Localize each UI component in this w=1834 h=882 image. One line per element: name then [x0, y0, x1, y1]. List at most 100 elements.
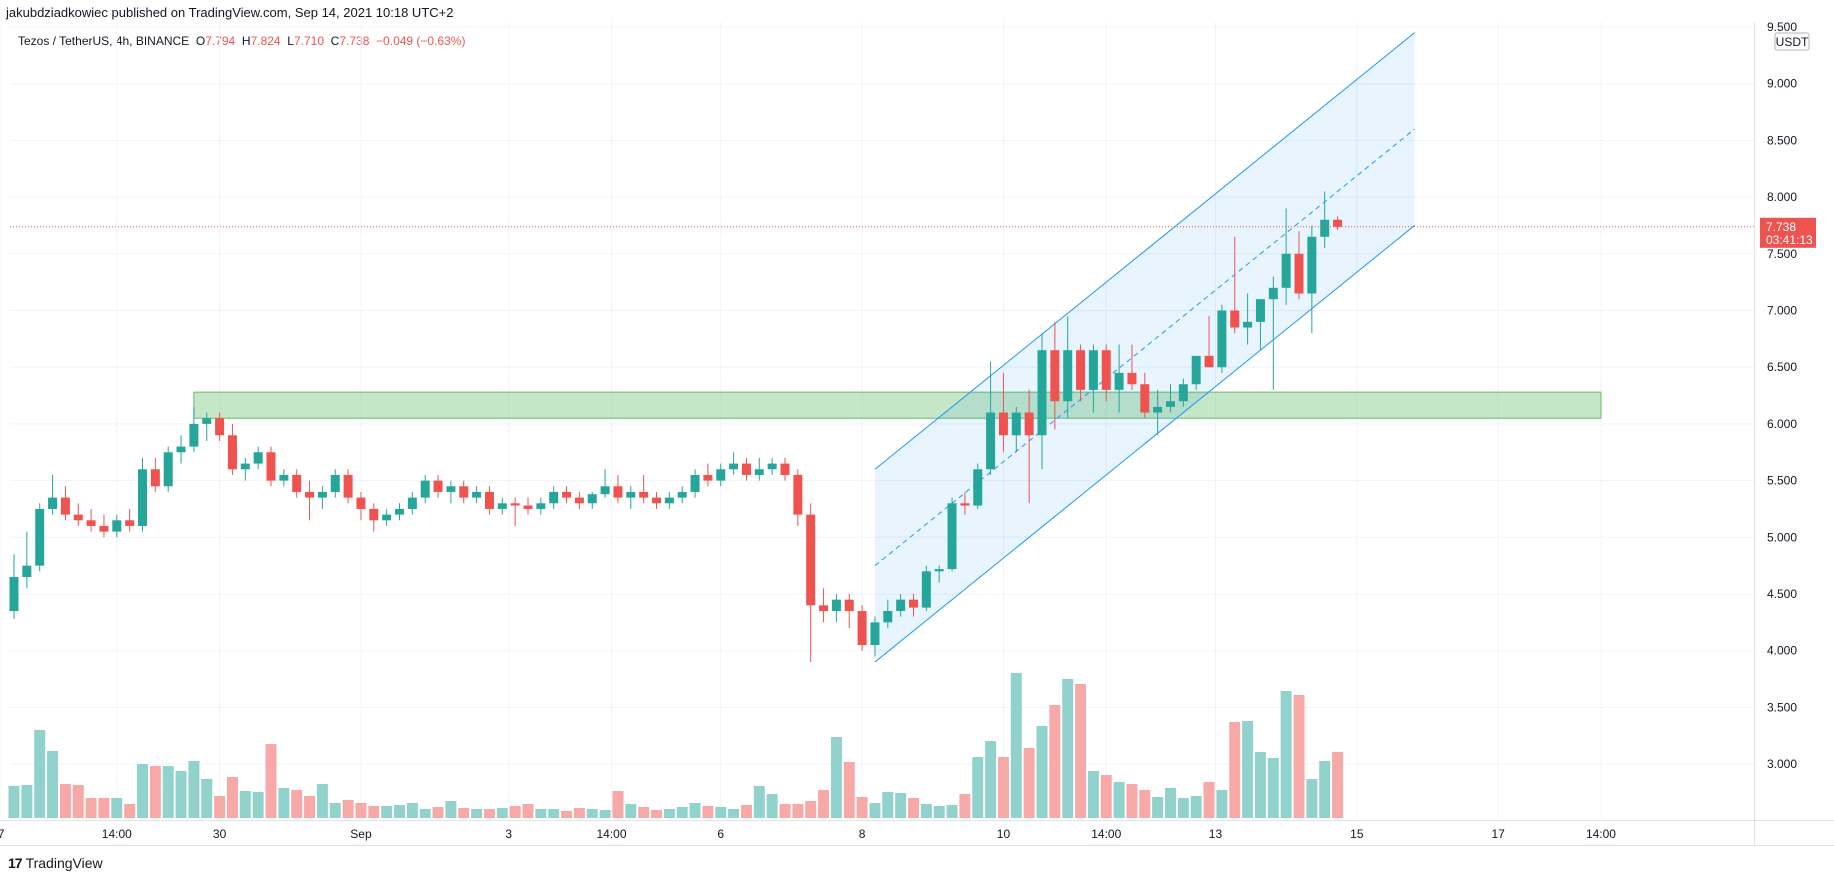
volume-bar [419, 809, 431, 818]
candle [1268, 276, 1278, 390]
last-price-label: 7.738 [1766, 220, 1796, 234]
candle [1243, 293, 1253, 345]
volume-bar [1049, 705, 1061, 818]
publish-info: jakubdziadkowiec published on TradingVie… [6, 5, 454, 20]
candle-body [664, 497, 674, 504]
candle-body [1281, 253, 1291, 288]
candle-body [690, 474, 700, 492]
candle [1191, 355, 1201, 390]
candle [1076, 344, 1086, 402]
volume-bar [561, 811, 573, 818]
channel-fill [874, 32, 1415, 663]
candle [587, 491, 597, 509]
volume-bar [59, 784, 71, 818]
price-tick-label: 3.500 [1767, 700, 1797, 714]
volume-bar [34, 730, 46, 818]
low-value: 7.710 [293, 34, 324, 48]
candle-body [433, 480, 443, 492]
volume-bar [535, 809, 547, 818]
volume-bar [509, 806, 521, 818]
candle [150, 457, 160, 492]
volume-bar [946, 805, 958, 818]
candle-body [1191, 355, 1201, 385]
price-tick-label: 7.500 [1767, 247, 1797, 261]
candle-body [523, 505, 533, 509]
volume-bar [239, 791, 251, 818]
volume-bar [1165, 788, 1176, 818]
candle-body [317, 491, 327, 498]
candle-body [497, 503, 507, 509]
candle [690, 469, 700, 498]
volume-bar [368, 806, 380, 818]
channel-lower-line [874, 225, 1415, 663]
price-tick-label: 5.500 [1767, 474, 1797, 488]
volume-bar [586, 809, 598, 818]
candle [780, 457, 790, 481]
time-tick-label: 14:00 [597, 827, 627, 841]
volume-bar [522, 804, 534, 818]
volume-bar [175, 771, 187, 818]
candle [395, 503, 404, 521]
volume-bar [1254, 752, 1266, 818]
candle-body [138, 469, 147, 526]
open-value: 7.794 [205, 34, 236, 48]
candle [459, 480, 469, 504]
volume-bar [394, 805, 405, 818]
candle-body [896, 599, 906, 612]
time-tick-label: 8 [859, 827, 866, 841]
candle-body [125, 520, 135, 526]
candle-body [150, 469, 160, 487]
candle-body [22, 565, 32, 577]
candle-body [831, 599, 841, 612]
close-value: 7.738 [339, 34, 370, 48]
candle-body [484, 491, 494, 509]
candle [626, 486, 636, 509]
candle-body [382, 514, 392, 521]
candle [1230, 236, 1240, 334]
candle-body [215, 418, 225, 436]
candle-body [780, 463, 790, 475]
candle [253, 446, 263, 470]
candle-body [562, 491, 572, 498]
candle [1204, 316, 1214, 368]
volume-bar [458, 808, 470, 818]
candle-body [1307, 236, 1317, 294]
candle-body [1140, 384, 1150, 413]
volume-bar [406, 803, 418, 818]
volume-bar [1242, 721, 1254, 818]
volume-bar [985, 741, 997, 818]
candle-body [1243, 321, 1253, 328]
candle [420, 474, 430, 504]
candle [960, 491, 970, 515]
candle [934, 565, 944, 583]
volume-bar [715, 807, 727, 818]
candle [677, 486, 687, 504]
candle [1307, 225, 1317, 334]
volume-bar [702, 806, 714, 818]
volume-bar [483, 809, 495, 818]
tradingview-brand: TradingView [25, 855, 103, 871]
candle-body [998, 412, 1008, 436]
volume-bar [766, 794, 778, 818]
candle [1333, 216, 1343, 230]
volume-bar [278, 788, 290, 818]
candle [729, 452, 739, 475]
time-tick-label: 30 [213, 827, 227, 841]
open-label: O [195, 34, 206, 48]
volume-bar [625, 804, 637, 818]
candle [613, 474, 623, 504]
price-tick-label: 8.500 [1767, 133, 1797, 147]
support-zone [193, 391, 1602, 419]
price-tick-label: 7.000 [1767, 304, 1797, 318]
candle [844, 594, 854, 629]
candle [343, 469, 353, 504]
candle-body [420, 480, 430, 498]
candle [497, 497, 507, 515]
candle [600, 469, 610, 498]
candle [356, 491, 366, 521]
time-tick-label: Sep [350, 827, 372, 841]
volume-bar [316, 784, 328, 818]
candle [549, 486, 559, 509]
tradingview-footer[interactable]: 17 TradingView [8, 855, 103, 871]
